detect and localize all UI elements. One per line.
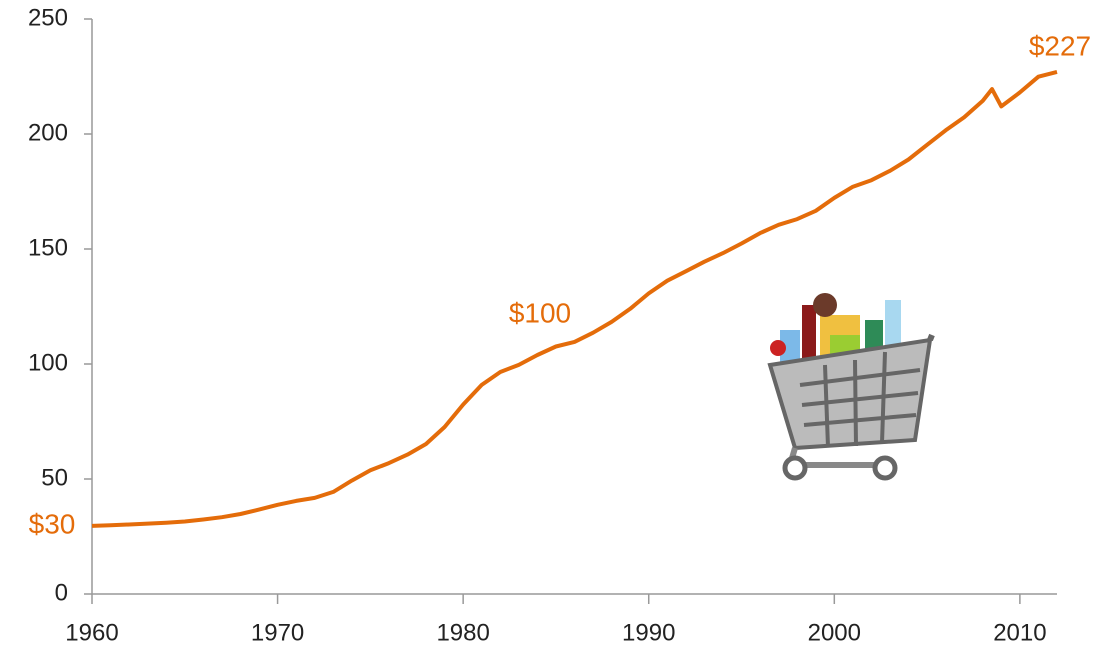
- y-tick-label: 100: [28, 349, 68, 376]
- x-tick-label: 1960: [65, 619, 118, 646]
- cart-illustration: [770, 293, 932, 478]
- x-tick-label: 1970: [251, 619, 304, 646]
- x-tick-label: 2010: [993, 619, 1046, 646]
- y-tick-label: 200: [28, 119, 68, 146]
- annotation: $100: [509, 297, 571, 328]
- x-tick-label: 1980: [436, 619, 489, 646]
- line: [92, 72, 1057, 526]
- x-tick-label: 2000: [808, 619, 861, 646]
- annotation: $227: [1029, 30, 1091, 61]
- y-tick-label: 0: [55, 579, 68, 606]
- x-tick-label: 1990: [622, 619, 675, 646]
- annotation: $30: [29, 508, 76, 539]
- y-tick-label: 250: [28, 4, 68, 31]
- y-tick-label: 150: [28, 234, 68, 261]
- chart: 0 50 100 150 200 250 1960 1970 1980 1990 2000 2010 $…: [0, 0, 1118, 650]
- y-tick-label: 50: [41, 464, 68, 491]
